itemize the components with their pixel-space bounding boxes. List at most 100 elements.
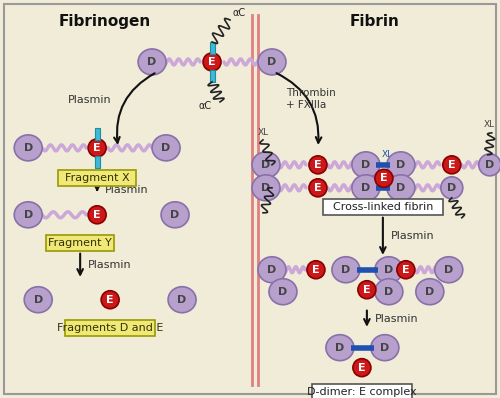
Ellipse shape [252,152,280,178]
Text: Cross-linked fibrin: Cross-linked fibrin [332,202,433,212]
Text: XL: XL [382,150,393,159]
Bar [94,128,100,140]
Text: D: D [447,183,456,193]
Text: Fragment X: Fragment X [65,173,130,183]
Bar [210,70,214,82]
Text: D: D [178,295,186,305]
Text: E: E [106,295,114,305]
Ellipse shape [252,175,280,201]
Text: Plasmin: Plasmin [375,314,418,324]
Text: D: D [278,287,287,297]
Ellipse shape [309,156,327,174]
Text: αC: αC [198,101,211,111]
Text: Plasmin: Plasmin [68,95,112,105]
Text: D-dimer: E complex: D-dimer: E complex [307,386,416,397]
Ellipse shape [326,335,354,361]
Ellipse shape [332,257,360,283]
FancyBboxPatch shape [58,170,136,186]
Ellipse shape [168,287,196,313]
Ellipse shape [309,179,327,197]
Text: E: E [380,174,388,183]
Text: D: D [268,265,276,275]
Text: D: D [384,265,394,275]
Text: XL: XL [484,120,495,129]
Text: D: D [425,287,434,297]
Text: D: D [34,295,43,305]
Ellipse shape [352,175,380,201]
Text: D: D [362,160,370,170]
FancyBboxPatch shape [323,199,443,215]
FancyBboxPatch shape [46,235,114,251]
Ellipse shape [375,169,393,187]
Ellipse shape [375,279,403,305]
Text: Fragments D and E: Fragments D and E [57,323,164,333]
Text: D: D [24,143,33,153]
Text: D: D [262,183,270,193]
Text: D: D [362,183,370,193]
Ellipse shape [479,154,500,176]
Ellipse shape [397,261,415,279]
Ellipse shape [443,156,461,174]
FancyBboxPatch shape [65,320,155,336]
Ellipse shape [387,175,415,201]
Text: E: E [448,160,456,170]
Text: E: E [94,143,101,153]
Text: D: D [342,265,350,275]
Text: Fibrin: Fibrin [350,14,400,29]
Ellipse shape [138,49,166,75]
Ellipse shape [88,206,106,224]
Text: E: E [314,160,322,170]
Text: E: E [402,265,409,275]
Ellipse shape [353,359,371,377]
Ellipse shape [24,287,52,313]
Text: D: D [24,210,33,220]
Text: D: D [148,57,156,67]
Text: D: D [170,210,179,220]
Text: E: E [314,183,322,193]
Ellipse shape [352,152,380,178]
Text: D: D [396,183,406,193]
Text: Fibrinogen: Fibrinogen [59,14,152,29]
Text: Fragment Y: Fragment Y [48,238,112,248]
Ellipse shape [387,152,415,178]
Text: Plasmin: Plasmin [88,260,132,270]
Ellipse shape [203,53,221,71]
Ellipse shape [269,279,297,305]
FancyBboxPatch shape [312,384,412,398]
Ellipse shape [358,281,376,299]
Bar [94,156,100,168]
Ellipse shape [14,202,42,228]
Bar [210,42,214,54]
Text: E: E [363,285,370,295]
Ellipse shape [416,279,444,305]
Ellipse shape [161,202,189,228]
Ellipse shape [435,257,463,283]
Ellipse shape [14,135,42,161]
Text: D: D [396,160,406,170]
Text: D: D [384,287,394,297]
Ellipse shape [375,257,403,283]
Text: Thrombin
+ FXIIIa: Thrombin + FXIIIa [286,88,336,109]
Text: E: E [208,57,216,67]
Text: D: D [268,57,276,67]
Ellipse shape [441,177,463,199]
Text: D: D [444,265,454,275]
Text: XL: XL [258,128,269,137]
Text: E: E [94,210,101,220]
Ellipse shape [258,257,286,283]
Text: Plasmin: Plasmin [105,185,149,195]
Ellipse shape [101,291,119,309]
Text: αC: αC [232,8,245,18]
Ellipse shape [307,261,325,279]
Text: D: D [336,343,344,353]
Text: D: D [485,160,494,170]
Ellipse shape [371,335,399,361]
Text: Plasmin: Plasmin [391,231,434,241]
Ellipse shape [258,49,286,75]
Ellipse shape [88,139,106,157]
Text: E: E [312,265,320,275]
Text: D: D [162,143,170,153]
Text: D: D [380,343,390,353]
Text: D: D [262,160,270,170]
Ellipse shape [152,135,180,161]
